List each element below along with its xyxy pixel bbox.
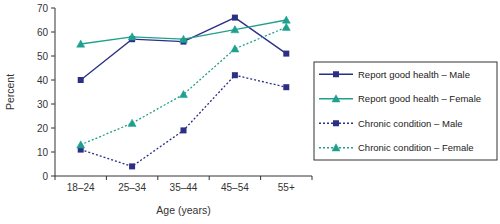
y-tick	[51, 104, 55, 105]
data-point	[282, 23, 290, 30]
y-tick	[51, 8, 55, 9]
y-tick-label: 10	[37, 147, 49, 158]
data-point	[232, 72, 238, 78]
y-tick-label: 30	[37, 99, 49, 110]
y-tick	[51, 128, 55, 129]
y-tick	[51, 32, 55, 33]
legend-marker	[333, 71, 339, 77]
legend-marker	[332, 144, 340, 151]
data-point	[232, 15, 238, 21]
legend-label: Report good health – Female	[358, 93, 481, 104]
plot-area	[77, 15, 291, 170]
data-point	[231, 26, 239, 33]
series-line	[81, 75, 287, 166]
y-tick	[51, 152, 55, 153]
legend-label: Report good health – Male	[358, 69, 470, 80]
data-point	[77, 40, 85, 47]
data-point	[283, 84, 289, 90]
data-point	[78, 77, 84, 83]
x-axis-label: Age (years)	[156, 204, 210, 216]
legend: Report good health – Male Report good hea…	[314, 62, 497, 160]
y-tick-label: 60	[37, 27, 49, 38]
legend-marker	[333, 120, 339, 126]
data-point	[77, 141, 85, 148]
data-point	[180, 90, 188, 97]
data-point	[283, 51, 289, 57]
x-tick-label: 25–34	[118, 182, 146, 193]
x-tick	[157, 176, 158, 180]
y-tick-label: 20	[37, 123, 49, 134]
y-tick	[51, 176, 55, 177]
data-point	[129, 163, 135, 169]
chart: 0 10 20 30 40 50 60 70 18–24 25–34 35–44 45–54 55+ Pe…	[0, 0, 500, 224]
x-tick	[106, 176, 107, 180]
series-line	[81, 18, 287, 80]
y-tick	[51, 56, 55, 57]
data-point	[128, 33, 136, 40]
legend-marker	[332, 95, 340, 102]
x-tick-label: 35–44	[170, 182, 198, 193]
x-tick-label: 55+	[278, 182, 295, 193]
data-point	[231, 45, 239, 52]
x-tick	[312, 176, 313, 180]
data-point	[181, 127, 187, 133]
x-tick	[209, 176, 210, 180]
x-axis	[55, 176, 312, 177]
y-tick-label: 70	[37, 3, 49, 14]
legend-label: Chronic condition – Male	[358, 118, 463, 129]
x-tick	[260, 176, 261, 180]
data-point	[282, 16, 290, 23]
y-tick-label: 40	[37, 75, 49, 86]
x-tick	[55, 176, 56, 180]
y-axis-label: Percent	[4, 74, 16, 110]
y-axis	[55, 8, 56, 176]
x-tick-label: 18–24	[67, 182, 95, 193]
x-tick-label: 45–54	[221, 182, 249, 193]
legend-label: Chronic condition – Female	[358, 142, 474, 153]
y-tick-label: 0	[42, 171, 48, 182]
y-tick	[51, 80, 55, 81]
series-line	[81, 27, 287, 145]
y-tick-label: 50	[37, 51, 49, 62]
data-point	[128, 119, 136, 126]
data-point	[180, 35, 188, 42]
legend-box	[314, 62, 497, 160]
